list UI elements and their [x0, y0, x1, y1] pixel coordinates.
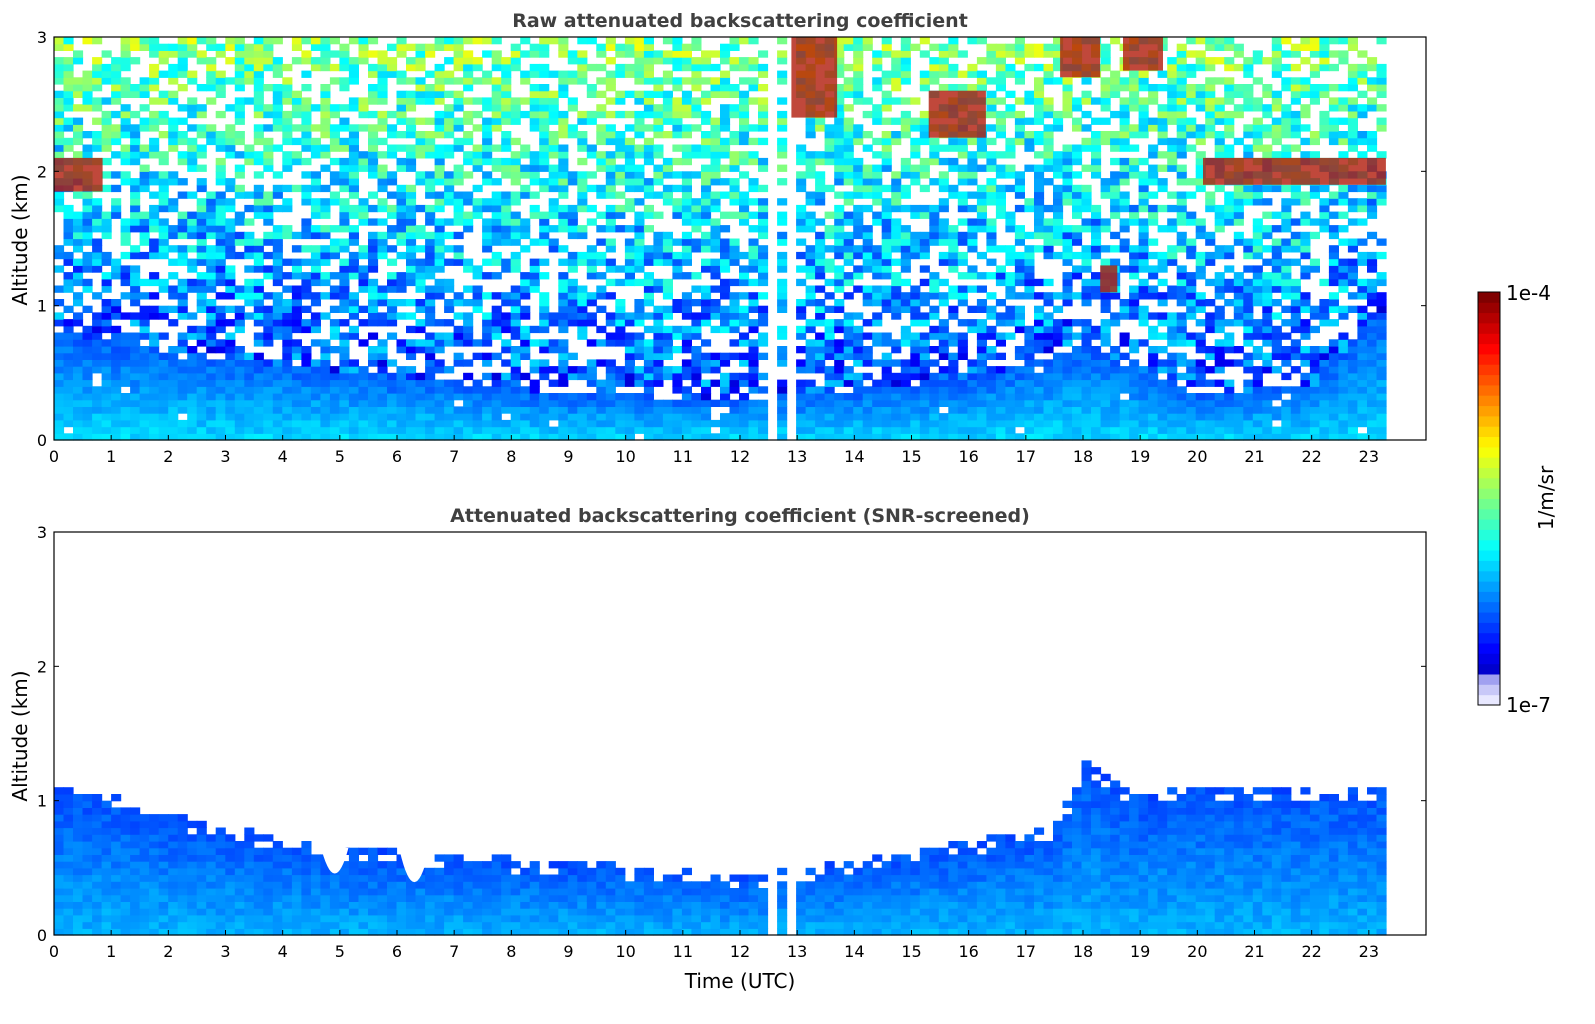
x-tick-label: 6 — [392, 447, 402, 466]
y-tick-label: 3 — [37, 523, 47, 542]
x-tick-label: 13 — [787, 942, 807, 961]
panel-raw-ticks: 0 1 2 3 4 5 6 7 8 9 10 11 12 13 14 15 16 17 18 19 20 21 22 2301… — [37, 28, 1426, 466]
y-tick-label: 2 — [37, 162, 47, 181]
x-tick-label: 0 — [49, 942, 59, 961]
y-tick-label: 3 — [37, 28, 47, 47]
y-tick-label: 0 — [37, 926, 47, 945]
x-tick-label: 23 — [1359, 447, 1379, 466]
x-tick-label: 15 — [901, 447, 921, 466]
cloud-feature — [1100, 265, 1118, 293]
colorbar: 1e-4 1e-7 1/m/sr — [1477, 281, 1558, 717]
cloud-feature — [1123, 37, 1163, 71]
x-tick-label: 17 — [1016, 942, 1036, 961]
colorbar-steps — [1478, 292, 1500, 706]
colorbar-max-label: 1e-4 — [1506, 281, 1551, 305]
x-tick-label: 18 — [1073, 447, 1093, 466]
x-tick-label: 20 — [1187, 942, 1207, 961]
x-tick-label: 6 — [392, 942, 402, 961]
y-tick-label: 2 — [37, 657, 47, 676]
x-tick-label: 9 — [563, 447, 573, 466]
x-tick-label: 3 — [220, 942, 230, 961]
x-tick-label: 18 — [1073, 942, 1093, 961]
cloud-feature — [1203, 157, 1386, 185]
x-tick-label: 16 — [958, 942, 978, 961]
x-tick-label: 21 — [1244, 942, 1264, 961]
x-tick-label: 16 — [958, 447, 978, 466]
panel-screened-ylabel: Altitude (km) — [8, 670, 32, 801]
cloud-feature — [54, 157, 103, 192]
panel-raw-ylabel: Altitude (km) — [8, 174, 32, 305]
cloud-feature — [928, 90, 986, 138]
x-tick-label: 2 — [163, 447, 173, 466]
colorbar-min-label: 1e-7 — [1506, 693, 1551, 717]
panel-screened-title: Attenuated backscattering coefficient (S… — [450, 505, 1030, 527]
x-tick-label: 10 — [615, 447, 635, 466]
x-tick-label: 12 — [730, 942, 750, 961]
x-tick-label: 9 — [563, 942, 573, 961]
x-axis-label: Time (UTC) — [684, 969, 796, 993]
x-tick-label: 22 — [1301, 447, 1321, 466]
x-tick-label: 8 — [506, 942, 516, 961]
x-tick-label: 2 — [163, 942, 173, 961]
colorbar-unit-label: 1/m/sr — [1534, 465, 1558, 530]
y-tick-label: 1 — [37, 792, 47, 811]
cloud-feature — [1060, 37, 1101, 78]
x-tick-label: 1 — [106, 447, 116, 466]
screening-notch — [399, 851, 429, 883]
x-tick-label: 14 — [844, 447, 864, 466]
x-tick-label: 17 — [1016, 447, 1036, 466]
x-tick-label: 1 — [106, 942, 116, 961]
y-tick-label: 0 — [37, 431, 47, 450]
panel-screened-ticks: 0 1 2 3 4 5 6 7 8 9 10 11 12 13 14 15 16 17 18 19 20 21 22 2301… — [37, 523, 1426, 961]
x-tick-label: 7 — [449, 942, 459, 961]
x-tick-label: 23 — [1359, 942, 1379, 961]
x-tick-label: 5 — [335, 942, 345, 961]
x-tick-label: 8 — [506, 447, 516, 466]
cloud-feature — [791, 37, 838, 118]
panel-screened: Attenuated backscattering coefficient (S… — [8, 505, 1427, 993]
x-tick-label: 14 — [844, 942, 864, 961]
x-tick-label: 19 — [1130, 942, 1150, 961]
x-tick-label: 20 — [1187, 447, 1207, 466]
x-tick-label: 7 — [449, 447, 459, 466]
panel-raw-title: Raw attenuated backscattering coefficien… — [512, 10, 968, 32]
x-tick-label: 10 — [615, 942, 635, 961]
screening-notch — [319, 842, 349, 874]
x-tick-label: 5 — [335, 447, 345, 466]
x-tick-label: 4 — [278, 942, 288, 961]
x-tick-label: 4 — [278, 447, 288, 466]
x-tick-label: 21 — [1244, 447, 1264, 466]
colorbar-frame — [1477, 291, 1501, 706]
x-tick-label: 11 — [673, 942, 693, 961]
x-tick-label: 3 — [220, 447, 230, 466]
x-tick-label: 19 — [1130, 447, 1150, 466]
panel-screened-heatmap — [54, 760, 1387, 936]
y-tick-label: 1 — [37, 297, 47, 316]
x-tick-label: 22 — [1301, 942, 1321, 961]
x-tick-label: 11 — [673, 447, 693, 466]
x-tick-label: 12 — [730, 447, 750, 466]
x-tick-label: 13 — [787, 447, 807, 466]
panel-raw: Raw attenuated backscattering coefficien… — [8, 10, 1427, 466]
x-tick-label: 15 — [901, 942, 921, 961]
panel-raw-heatmap — [54, 37, 1387, 441]
x-tick-label: 0 — [49, 447, 59, 466]
